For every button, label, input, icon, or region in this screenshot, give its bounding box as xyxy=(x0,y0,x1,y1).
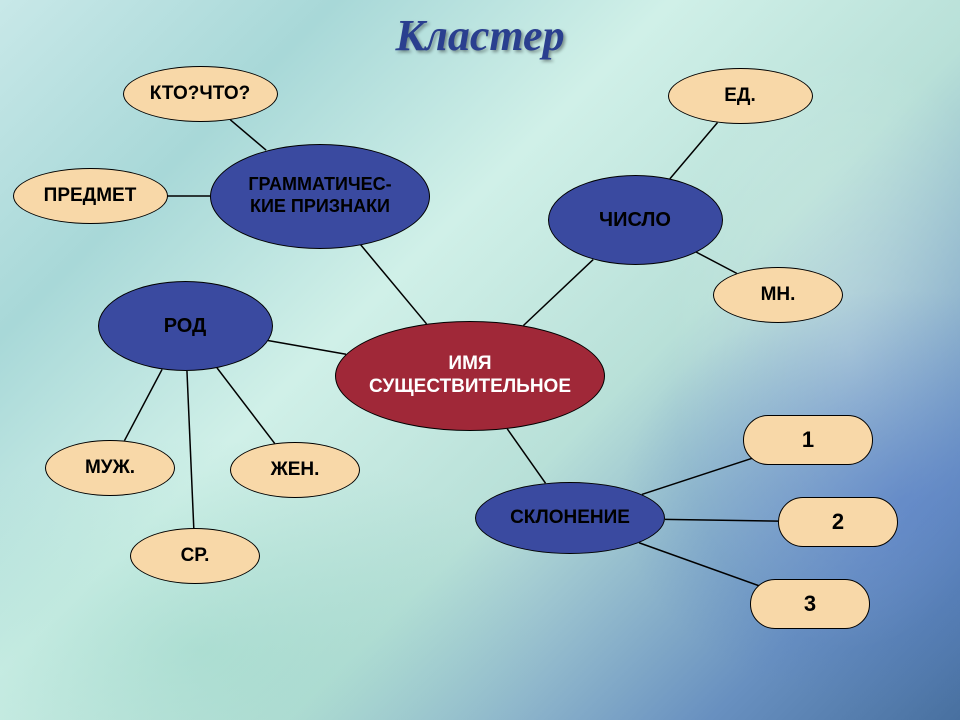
edge-center-number xyxy=(523,260,593,326)
node-d2: 2 xyxy=(778,497,898,547)
edge-number-sing xyxy=(670,123,718,179)
page-title: Кластер xyxy=(0,10,960,61)
node-plur: МН. xyxy=(713,267,843,323)
edge-declension-d1 xyxy=(642,456,759,494)
node-gender: РОД xyxy=(98,281,273,371)
node-center: ИМЯСУЩЕСТВИТЕЛЬНОЕ xyxy=(335,321,605,431)
edge-gender-neut xyxy=(187,371,194,528)
node-declension: СКЛОНЕНИЕ xyxy=(475,482,665,554)
node-sing: ЕД. xyxy=(668,68,813,124)
edge-center-grammar xyxy=(361,245,427,324)
edge-center-declension xyxy=(507,429,545,483)
edge-grammar-who xyxy=(230,120,266,150)
edge-declension-d3 xyxy=(639,543,764,588)
node-d1: 1 xyxy=(743,415,873,465)
node-subject: ПРЕДМЕТ xyxy=(13,168,168,224)
edge-center-gender xyxy=(268,341,346,355)
node-number: ЧИСЛО xyxy=(548,175,723,265)
edge-gender-fem xyxy=(217,368,275,444)
node-grammar: ГРАММАТИЧЕС-КИЕ ПРИЗНАКИ xyxy=(210,144,430,249)
node-fem: ЖЕН. xyxy=(230,442,360,498)
edge-gender-masc xyxy=(124,369,162,440)
node-who: КТО?ЧТО? xyxy=(123,66,278,122)
edge-declension-d2 xyxy=(665,519,778,521)
edge-number-plur xyxy=(696,252,736,273)
node-d3: 3 xyxy=(750,579,870,629)
node-neut: СР. xyxy=(130,528,260,584)
node-masc: МУЖ. xyxy=(45,440,175,496)
